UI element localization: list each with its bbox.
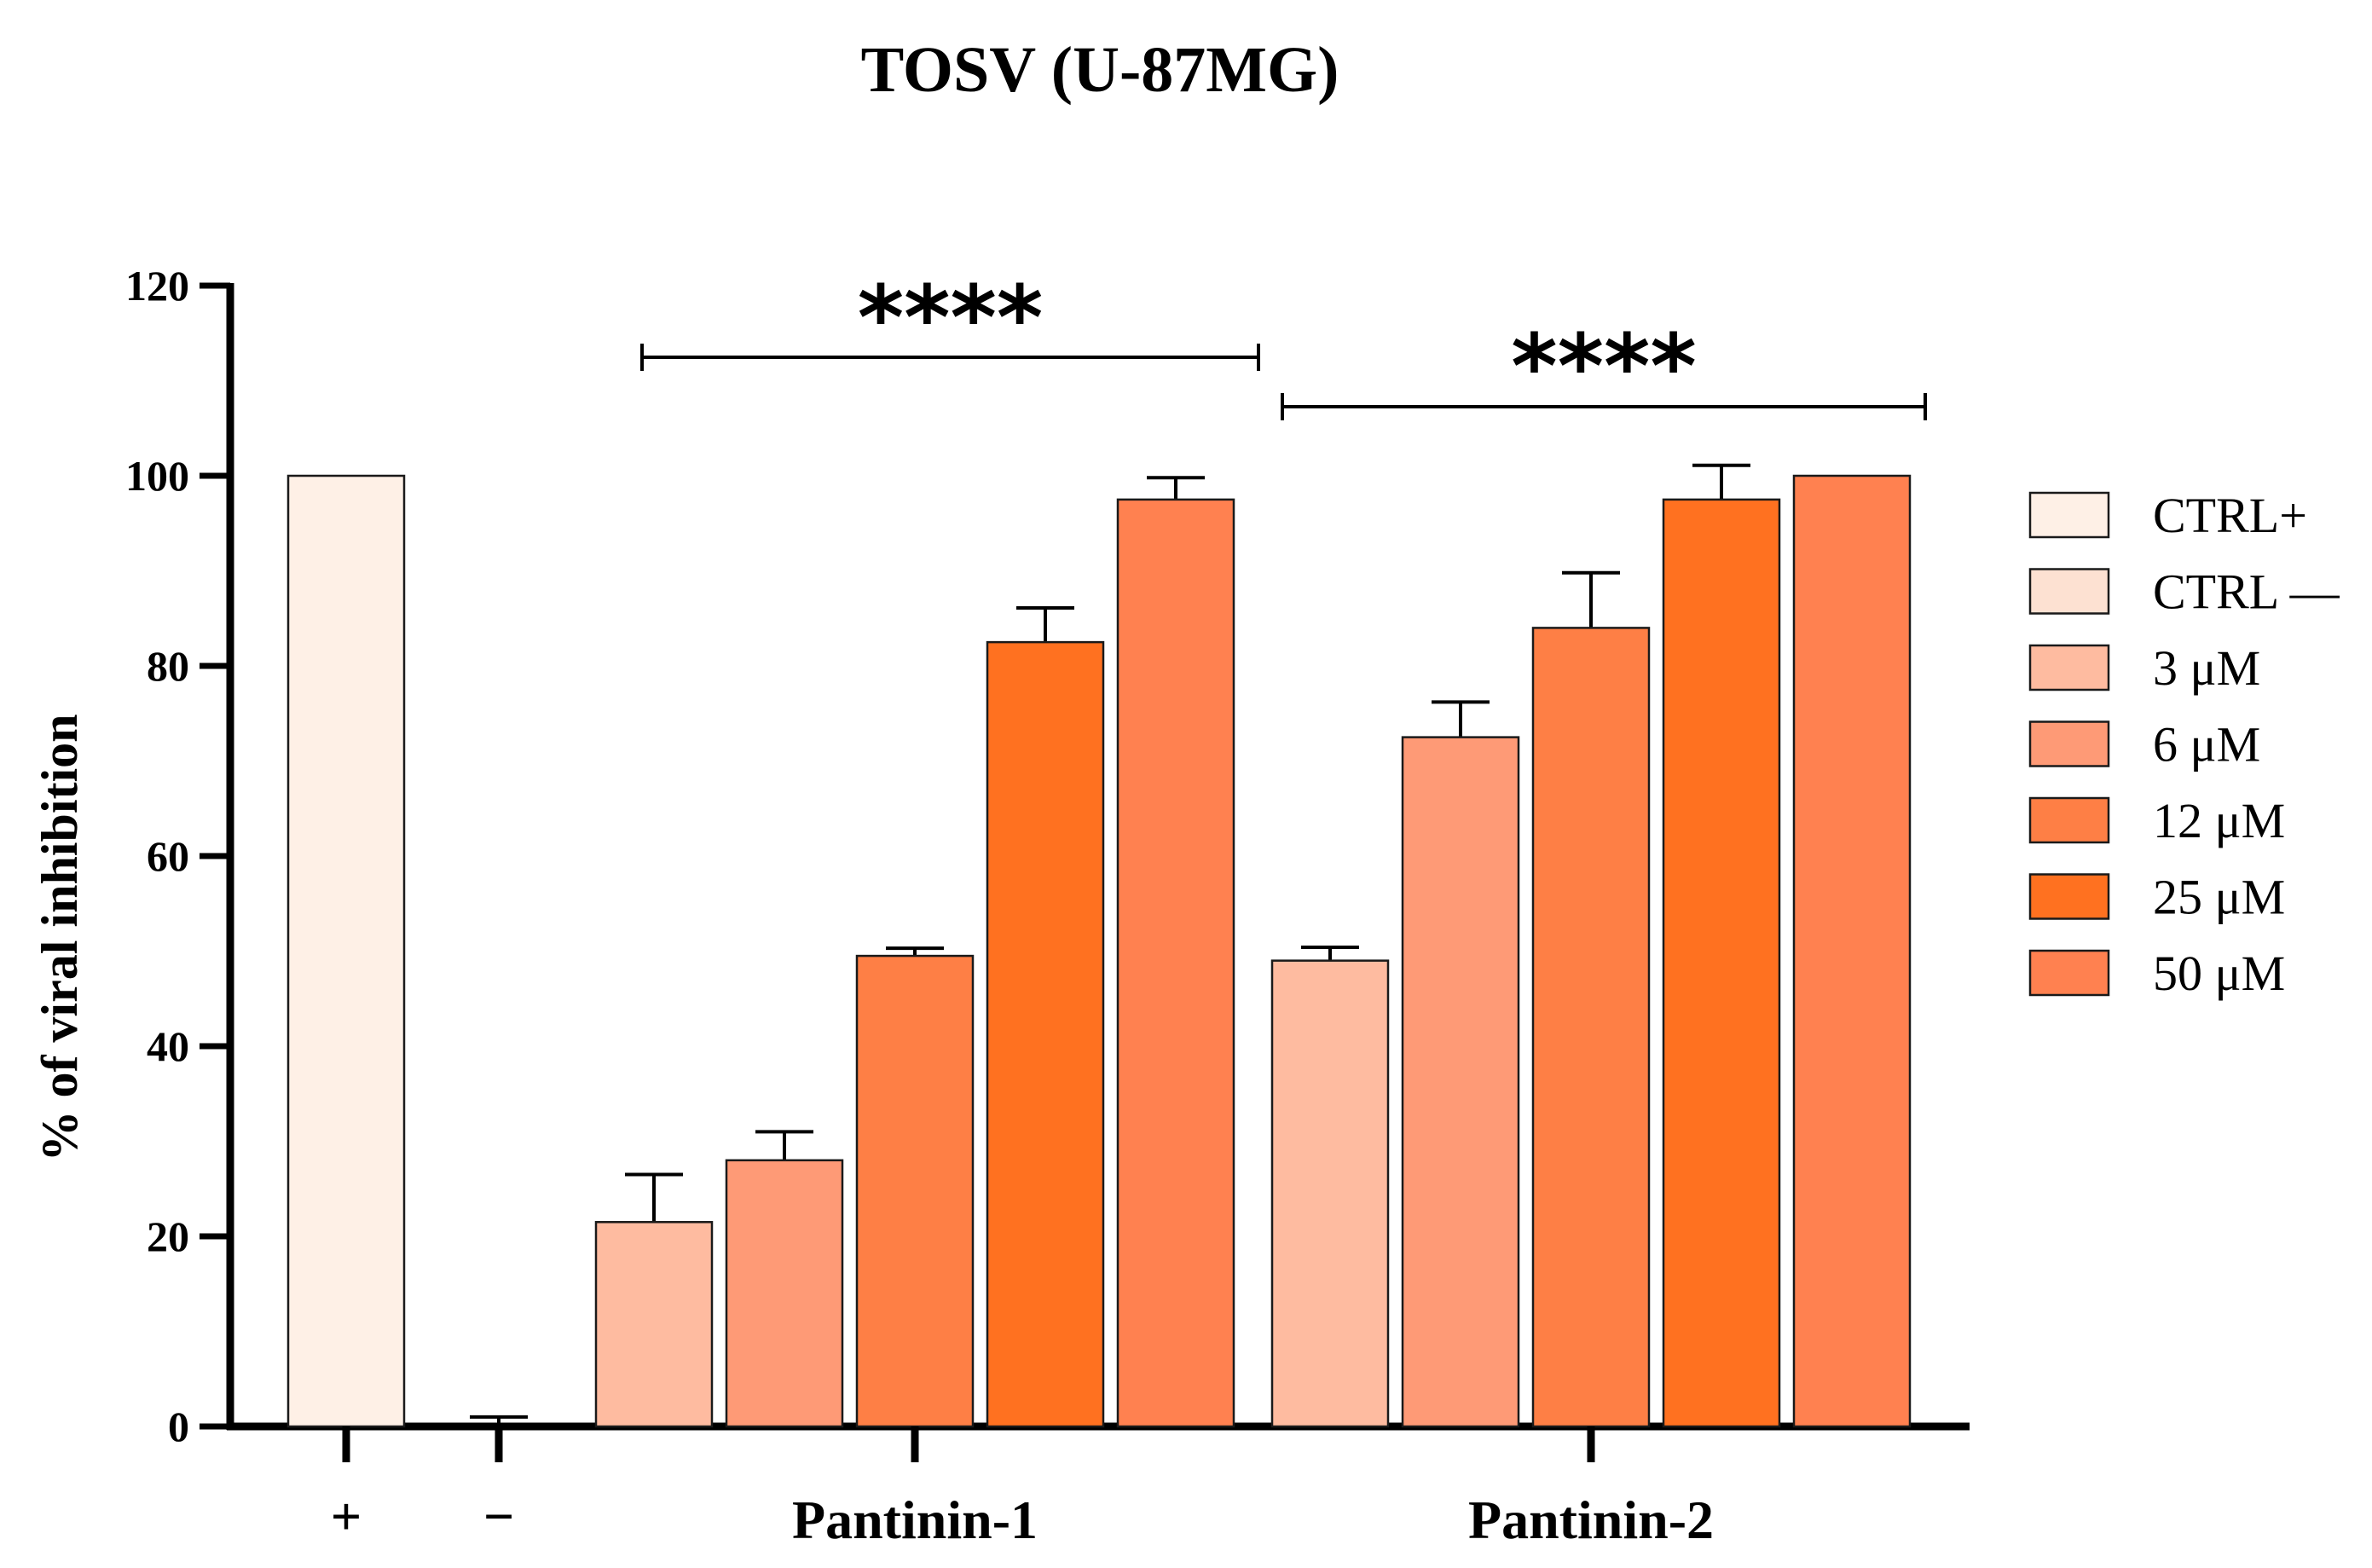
bar-g1-b1 [1401, 736, 1520, 1428]
bar-g1-b0 [1270, 959, 1390, 1428]
legend-label: CTRL+ [2153, 488, 2307, 543]
legend-swatch [2028, 720, 2110, 767]
group-label: Pantinin-1 [792, 1490, 1038, 1550]
bar-g0-b0 [594, 1221, 714, 1428]
legend-swatch [2028, 796, 2110, 844]
legend-label: 50 μM [2153, 946, 2285, 1001]
bar-g1-b2 [1531, 627, 1651, 1428]
legend-swatch [2028, 949, 2110, 997]
legend-label: 12 μM [2153, 793, 2285, 848]
plot-area: 0 20 40 60 80 100 120 + − Pantinin-1 **** Pantinin-… [125, 262, 1970, 1550]
x-tick-label-control: − [483, 1486, 514, 1547]
legend-label: 25 μM [2153, 870, 2285, 925]
y-tick-label: 20 [147, 1212, 189, 1260]
y-axis-title: % of viral inhibition [32, 714, 88, 1161]
bar-g1-b3 [1662, 498, 1781, 1428]
legend-swatch [2028, 568, 2110, 615]
significance-label: **** [1511, 315, 1697, 419]
bar-control-0 [286, 474, 406, 1428]
bar-g0-b4 [1116, 498, 1235, 1428]
bar-g1-b4 [1792, 474, 1912, 1428]
legend-swatch [2028, 491, 2110, 539]
legend-swatch [2028, 873, 2110, 920]
y-tick-label: 0 [168, 1403, 189, 1450]
significance-label: **** [858, 266, 1044, 370]
group-label: Pantinin-2 [1468, 1490, 1714, 1550]
bar-g0-b1 [725, 1159, 844, 1428]
chart-title: TOSV (U-87MG) [861, 34, 1339, 106]
y-tick-label: 80 [147, 642, 189, 690]
x-tick-label-control: + [331, 1486, 362, 1547]
y-tick-label: 40 [147, 1022, 189, 1070]
bar-g0-b2 [855, 954, 975, 1428]
legend-swatch [2028, 644, 2110, 691]
bar-g0-b3 [986, 640, 1105, 1428]
legend-label: CTRL — [2153, 564, 2340, 620]
legend-label: 3 μM [2153, 640, 2260, 696]
y-tick-label: 100 [125, 452, 189, 500]
legend-label: 6 μM [2153, 717, 2260, 772]
y-tick-label: 60 [147, 832, 189, 880]
y-tick-label: 120 [125, 262, 189, 310]
legend: CTRL+ CTRL — 3 μM 6 μM 12 μM 25 μM 50 μM [2028, 488, 2340, 1001]
